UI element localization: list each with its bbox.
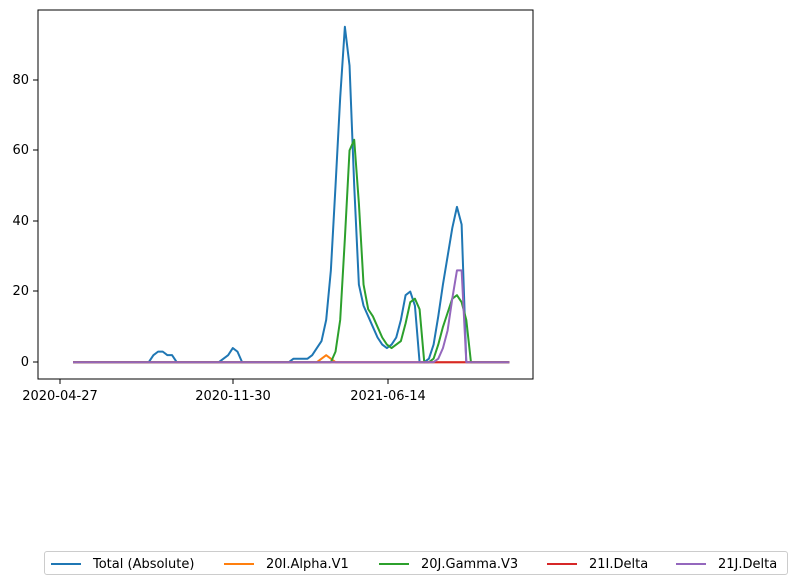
legend-label-total: Total (Absolute) xyxy=(93,556,195,572)
legend-swatch-gamma xyxy=(379,563,409,565)
legend-entry-21j-delta: 21J.Delta xyxy=(676,555,777,573)
legend-label-21j-delta: 21J.Delta xyxy=(718,556,778,572)
x-axis: 2020-04-27 2020-11-30 2021-06-14 xyxy=(22,379,426,404)
legend-swatch-total xyxy=(51,563,81,565)
legend-label-21i-delta: 21I.Delta xyxy=(589,556,649,572)
y-tick-label: 20 xyxy=(12,284,29,299)
y-tick-label: 80 xyxy=(12,73,29,88)
legend-label-alpha: 20I.Alpha.V1 xyxy=(266,556,349,572)
y-tick-label: 60 xyxy=(12,143,29,158)
x-tick-label: 2021-06-14 xyxy=(350,389,426,404)
legend-entry-total: Total (Absolute) xyxy=(51,555,194,573)
legend-entry-gamma: 20J.Gamma.V3 xyxy=(379,555,518,573)
y-axis: 0 20 40 60 80 xyxy=(12,73,38,370)
legend-swatch-alpha xyxy=(224,563,254,565)
plot-area xyxy=(38,10,533,379)
legend-entry-alpha: 20I.Alpha.V1 xyxy=(224,555,349,573)
series-layer xyxy=(73,25,510,364)
y-tick-label: 0 xyxy=(21,355,29,370)
x-tick-label: 2020-04-27 xyxy=(22,389,98,404)
legend-swatch-21i-delta xyxy=(547,563,577,565)
y-tick-label: 40 xyxy=(12,214,29,229)
legend: Total (Absolute) 20I.Alpha.V1 20J.Gamma.… xyxy=(44,551,788,575)
plot-frame xyxy=(37,9,534,380)
legend-label-gamma: 20J.Gamma.V3 xyxy=(421,556,519,572)
legend-entry-21i-delta: 21I.Delta xyxy=(547,555,648,573)
legend-swatch-21j-delta xyxy=(676,563,706,565)
series-line-21j-delta xyxy=(73,269,510,364)
x-tick-label: 2020-11-30 xyxy=(195,389,271,404)
